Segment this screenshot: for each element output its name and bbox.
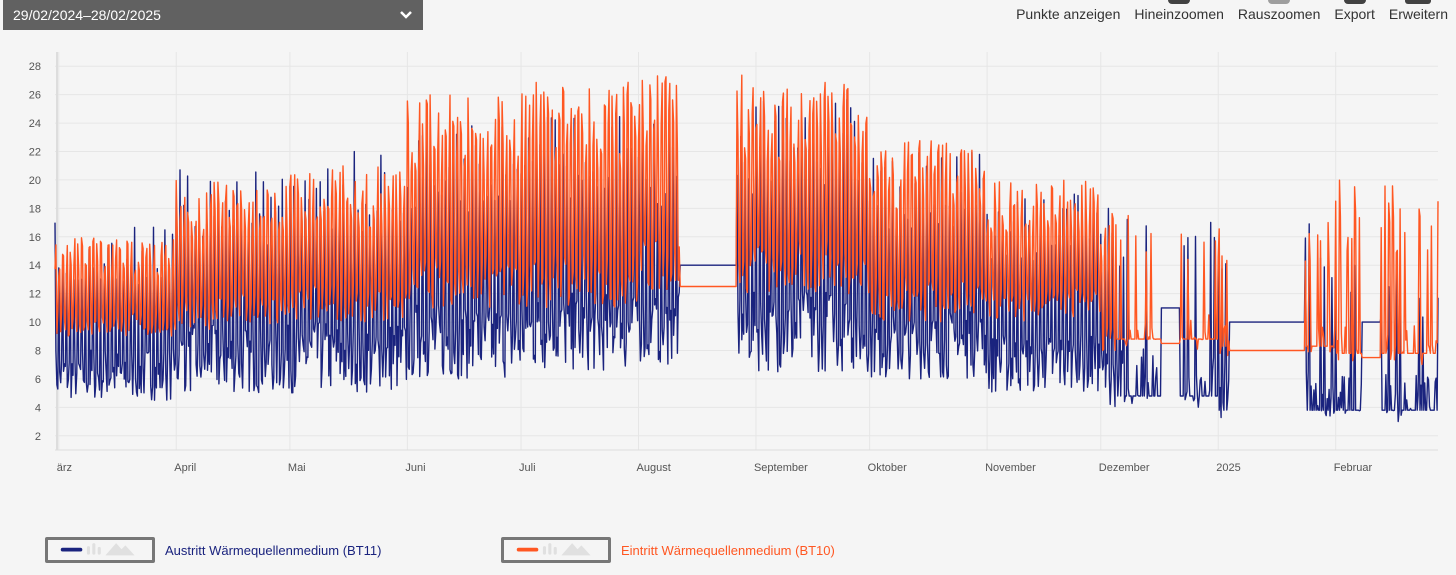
expand-button[interactable]: Erweitern bbox=[1389, 0, 1448, 22]
legend-item-bt11[interactable]: Austritt Wärmequellenmedium (BT11) bbox=[45, 537, 382, 563]
export-label: Export bbox=[1334, 6, 1375, 22]
points-icon bbox=[1057, 0, 1079, 4]
x-tick-label: September bbox=[754, 462, 808, 474]
x-tick-label: Mai bbox=[288, 462, 306, 474]
show-points-label: Punkte anzeigen bbox=[1016, 6, 1121, 22]
expand-icon bbox=[1405, 0, 1432, 4]
x-tick-label: Oktober bbox=[868, 462, 907, 474]
y-tick-label: 14 bbox=[29, 260, 41, 272]
date-range-select[interactable]: 29/02/2024–28/02/2025 bbox=[3, 0, 423, 30]
y-tick-label: 10 bbox=[29, 317, 41, 329]
export-icon bbox=[1343, 0, 1366, 4]
zoom-out-label: Rauszoomen bbox=[1237, 6, 1321, 22]
y-tick-label: 18 bbox=[29, 203, 41, 215]
x-tick-label: Dezember bbox=[1099, 462, 1150, 474]
series-line-bt10 bbox=[54, 74, 1439, 366]
show-points-button[interactable]: Punkte anzeigen bbox=[1016, 0, 1120, 22]
y-tick-label: 16 bbox=[29, 232, 41, 244]
zoom-out-button[interactable]: Rauszoomen bbox=[1237, 0, 1321, 22]
zoom-in-button[interactable]: Hineinzoomen bbox=[1134, 0, 1224, 22]
x-tick-label: Februar bbox=[1334, 462, 1373, 474]
zoom-in-label: Hineinzoomen bbox=[1134, 6, 1224, 22]
y-tick-label: 2 bbox=[35, 431, 41, 443]
x-tick-label: November bbox=[985, 462, 1036, 474]
y-tick-label: 28 bbox=[29, 61, 41, 73]
x-tick-label: 2025 bbox=[1216, 462, 1240, 474]
y-tick-label: 12 bbox=[29, 289, 41, 301]
legend-swatch-icon bbox=[45, 537, 155, 563]
y-tick-label: 22 bbox=[29, 147, 41, 159]
chart-toolbar: Punkte anzeigen Hineinzoomen Rauszoomen … bbox=[1016, 0, 1448, 22]
zoom-in-icon bbox=[1168, 0, 1191, 4]
y-tick-label: 20 bbox=[29, 175, 41, 187]
date-range-label: 29/02/2024–28/02/2025 bbox=[13, 7, 161, 23]
x-tick-label: ärz bbox=[57, 462, 72, 474]
y-tick-label: 24 bbox=[29, 118, 41, 130]
x-tick-label: Juli bbox=[519, 462, 536, 474]
legend-label-bt11: Austritt Wärmequellenmedium (BT11) bbox=[165, 542, 382, 558]
legend-item-bt10[interactable]: Eintritt Wärmequellenmedium (BT10) bbox=[501, 537, 835, 563]
y-tick-label: 6 bbox=[35, 374, 41, 386]
zoom-out-icon bbox=[1268, 0, 1291, 4]
y-tick-label: 4 bbox=[35, 402, 41, 414]
expand-label: Erweitern bbox=[1388, 6, 1448, 22]
x-tick-label: Juni bbox=[405, 462, 425, 474]
chevron-down-icon bbox=[400, 11, 412, 19]
x-tick-label: August bbox=[637, 462, 671, 474]
y-tick-label: 8 bbox=[35, 346, 41, 358]
legend-swatch-icon bbox=[501, 537, 611, 563]
x-tick-label: April bbox=[174, 462, 196, 474]
legend-label-bt10: Eintritt Wärmequellenmedium (BT10) bbox=[621, 542, 835, 558]
export-button[interactable]: Export bbox=[1334, 0, 1375, 22]
y-tick-label: 26 bbox=[29, 90, 41, 102]
